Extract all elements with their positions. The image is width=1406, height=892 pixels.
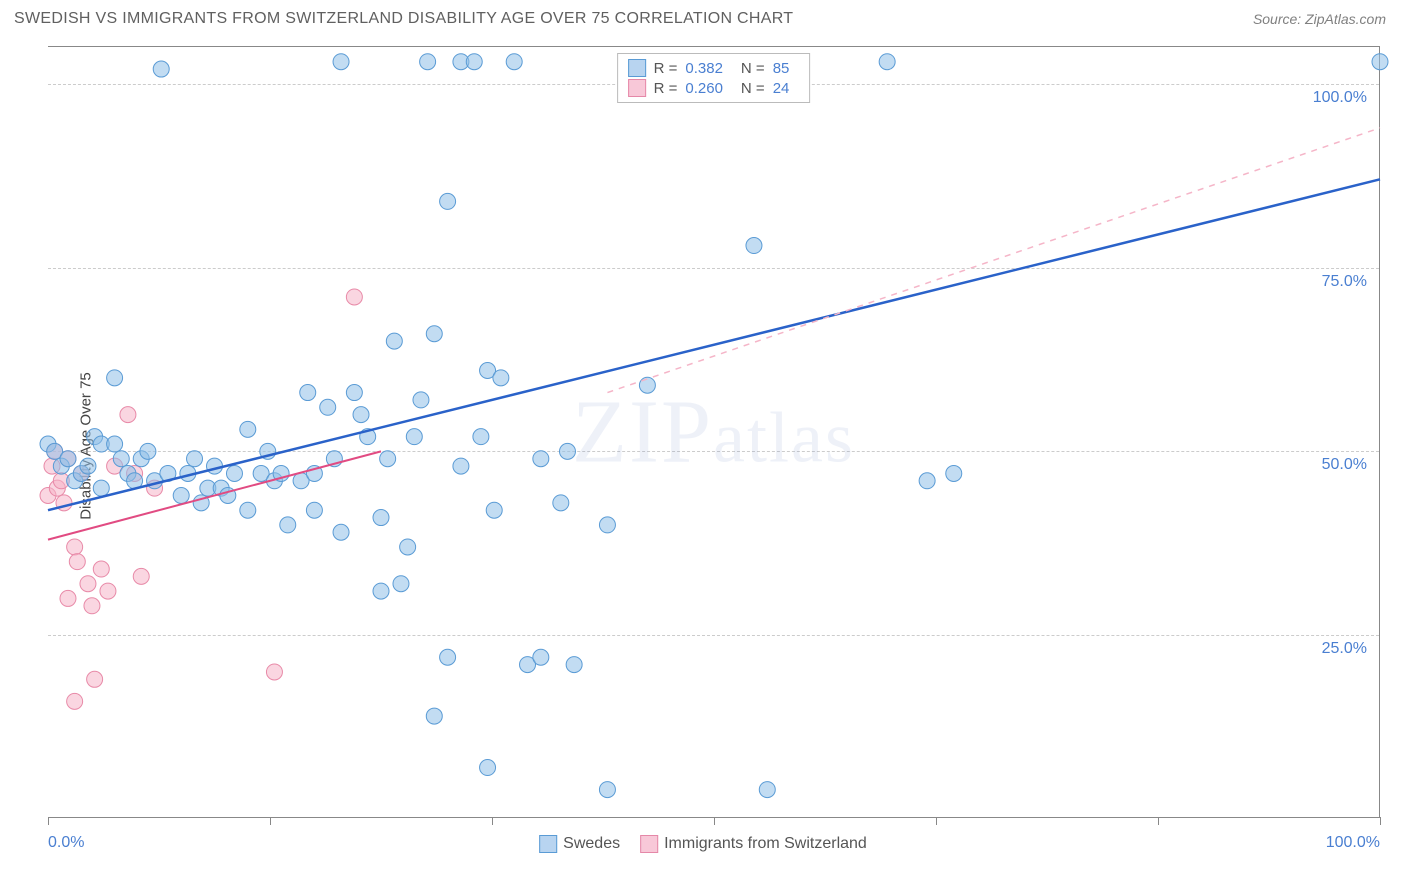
x-min-label: 0.0% [48, 834, 84, 852]
y-tick-label: 75.0% [1322, 273, 1367, 291]
legend-row: R = 0.260 N = 24 [628, 78, 800, 98]
y-tick-label: 25.0% [1322, 640, 1367, 658]
legend-item: Swedes [539, 835, 620, 853]
legend-item: Immigrants from Switzerland [640, 835, 867, 853]
scatter-svg [48, 47, 1379, 817]
legend-row: R = 0.382 N = 85 [628, 58, 800, 78]
source-label: Source: ZipAtlas.com [1253, 11, 1386, 27]
y-tick-label: 50.0% [1322, 456, 1367, 474]
x-max-label: 100.0% [1326, 834, 1380, 852]
chart-plot-area: ZIPatlas R = 0.382 N = 85 R = 0.260 N = … [48, 46, 1380, 818]
y-tick-label: 100.0% [1313, 89, 1367, 107]
correlation-legend: R = 0.382 N = 85 R = 0.260 N = 24 [617, 53, 811, 103]
chart-title: SWEDISH VS IMMIGRANTS FROM SWITZERLAND D… [14, 10, 793, 28]
series-legend: Swedes Immigrants from Switzerland [539, 832, 867, 856]
